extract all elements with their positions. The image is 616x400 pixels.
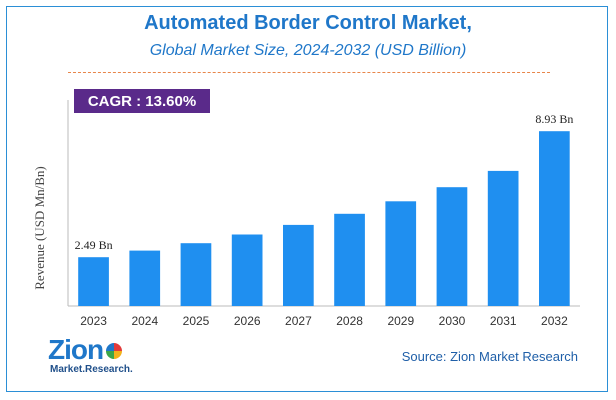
y-axis-label: Revenue (USD Mn/Bn)	[32, 166, 47, 290]
logo-main-text: Zion	[48, 334, 104, 365]
title-divider	[68, 72, 550, 73]
source-note: Source: Zion Market Research	[401, 349, 578, 364]
x-tick-label-2026: 2026	[234, 314, 261, 328]
x-tick-label-2029: 2029	[387, 314, 414, 328]
x-tick-label-2023: 2023	[80, 314, 107, 328]
chart-subtitle: Global Market Size, 2024-2032 (USD Billi…	[149, 42, 467, 59]
x-tick-label-2027: 2027	[285, 314, 312, 328]
bar-2023	[78, 257, 109, 306]
x-tick-label-2030: 2030	[439, 314, 466, 328]
data-label-2023: 2.49 Bn	[75, 238, 113, 252]
x-tick-label-2024: 2024	[131, 314, 158, 328]
bar-2025	[180, 243, 212, 306]
x-tick-label-2028: 2028	[336, 314, 363, 328]
x-tick-label-2031: 2031	[490, 314, 517, 328]
x-tick-label-2025: 2025	[183, 314, 210, 328]
data-label-2032: 8.93 Bn	[535, 112, 573, 126]
bar-2027	[283, 224, 314, 306]
bar-2032	[539, 131, 570, 306]
bar-2031	[487, 170, 519, 306]
x-tick-label-2032: 2032	[541, 314, 568, 328]
bar-2024	[129, 250, 161, 306]
plot-area: 2023 2.49 Bn 2024 2025 2026 2027 2028 2029 2030 2…	[67, 100, 580, 328]
bar-2028	[334, 213, 365, 306]
logo-sub-text: Market.Research.	[50, 364, 133, 375]
bar-2029	[385, 201, 417, 306]
bar-2030	[436, 187, 468, 306]
bar-2026	[231, 234, 263, 306]
zion-logo: Zion Market.Research.	[48, 336, 158, 380]
chart-title: Automated Border Control Market,	[144, 12, 472, 34]
logo-globe-icon	[106, 343, 122, 359]
cagr-badge: CAGR : 13.60%	[74, 89, 210, 113]
